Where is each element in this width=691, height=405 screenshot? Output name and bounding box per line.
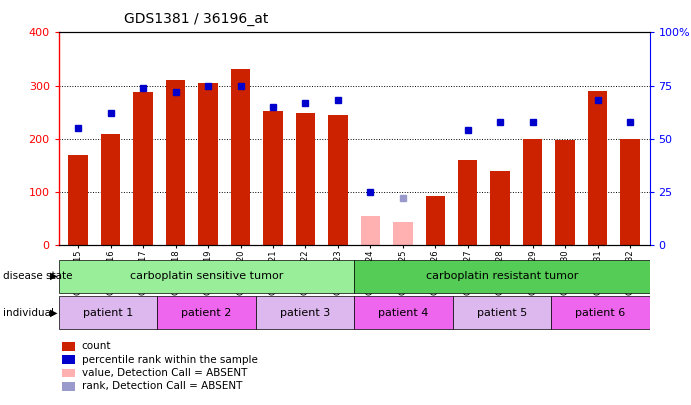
Bar xyxy=(166,80,185,245)
Text: percentile rank within the sample: percentile rank within the sample xyxy=(82,355,258,364)
Bar xyxy=(296,113,315,245)
Bar xyxy=(588,91,607,245)
Text: patient 4: patient 4 xyxy=(378,308,428,318)
Bar xyxy=(523,139,542,245)
Text: ▶: ▶ xyxy=(50,271,57,281)
Text: patient 2: patient 2 xyxy=(181,308,231,318)
Bar xyxy=(354,260,650,293)
Text: patient 6: patient 6 xyxy=(575,308,625,318)
Text: patient 5: patient 5 xyxy=(477,308,527,318)
Bar xyxy=(621,139,640,245)
Bar xyxy=(101,134,120,245)
Bar xyxy=(59,296,158,329)
Bar xyxy=(133,92,153,245)
Text: disease state: disease state xyxy=(3,271,73,281)
Bar xyxy=(198,83,218,245)
Text: carboplatin resistant tumor: carboplatin resistant tumor xyxy=(426,271,578,281)
Bar xyxy=(551,296,650,329)
Bar xyxy=(426,196,445,245)
Bar xyxy=(158,296,256,329)
Text: value, Detection Call = ABSENT: value, Detection Call = ABSENT xyxy=(82,368,247,378)
Text: GDS1381 / 36196_at: GDS1381 / 36196_at xyxy=(124,12,269,26)
Text: rank, Detection Call = ABSENT: rank, Detection Call = ABSENT xyxy=(82,382,242,391)
Bar xyxy=(556,140,575,245)
Text: carboplatin sensitive tumor: carboplatin sensitive tumor xyxy=(130,271,283,281)
Text: patient 1: patient 1 xyxy=(83,308,133,318)
Bar xyxy=(68,155,88,245)
Text: ▶: ▶ xyxy=(50,308,57,318)
Bar xyxy=(361,216,380,245)
Text: count: count xyxy=(82,341,111,351)
Bar xyxy=(393,222,413,245)
Bar xyxy=(59,260,354,293)
Bar xyxy=(354,296,453,329)
Bar xyxy=(256,296,354,329)
Bar xyxy=(263,111,283,245)
Text: individual: individual xyxy=(3,308,55,318)
Bar xyxy=(453,296,551,329)
Bar xyxy=(328,115,348,245)
Bar xyxy=(491,171,510,245)
Text: patient 3: patient 3 xyxy=(280,308,330,318)
Bar xyxy=(458,160,477,245)
Bar xyxy=(231,68,250,245)
